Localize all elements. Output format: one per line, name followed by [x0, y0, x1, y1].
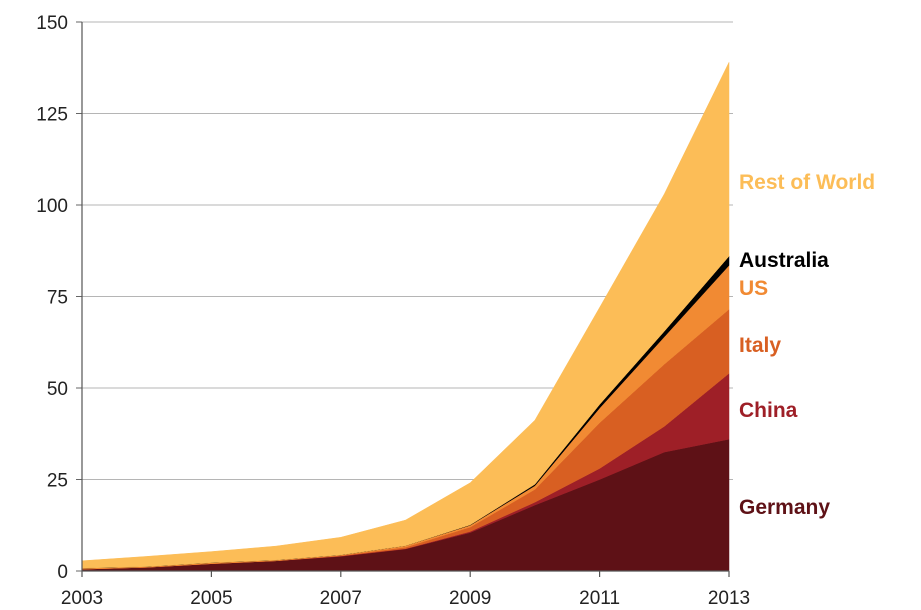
- x-tick-label: 2005: [190, 588, 232, 609]
- x-tick-label: 2003: [61, 588, 103, 609]
- y-tick-label: 25: [47, 471, 68, 492]
- series-areas: [81, 62, 730, 572]
- x-tick-label: 2009: [449, 588, 491, 609]
- legend: Germany China Italy US Australia Rest of Worl…: [739, 171, 875, 519]
- legend-label-rest-of-world: Rest of World: [739, 171, 875, 194]
- legend-label-us: US: [739, 277, 768, 300]
- x-tick-label: 2011: [579, 588, 620, 609]
- y-tick-label: 150: [36, 13, 68, 34]
- legend-label-australia: Australia: [739, 249, 829, 272]
- y-tick-label: 100: [36, 196, 68, 217]
- legend-label-italy: Italy: [739, 334, 781, 357]
- y-tick-label: 125: [36, 105, 68, 126]
- y-tick-label: 75: [47, 288, 68, 309]
- y-tick-label: 0: [57, 562, 68, 583]
- x-tick-label: 2013: [708, 588, 750, 609]
- axes: 0 25 50 75 100 125 150 2003 2005 2007 2009 2011 2013: [36, 13, 750, 609]
- y-tick-label: 50: [47, 379, 68, 400]
- x-tick-label: 2007: [320, 588, 362, 609]
- legend-label-china: China: [739, 399, 798, 422]
- area-rest-of-world: [81, 62, 730, 569]
- legend-label-germany: Germany: [739, 496, 830, 519]
